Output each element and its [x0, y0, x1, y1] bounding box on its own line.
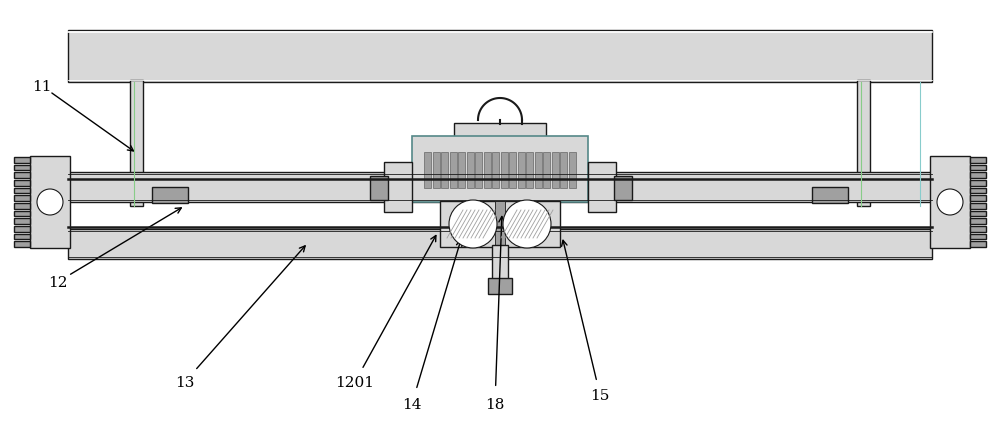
Bar — [543, 153, 550, 188]
Circle shape — [503, 201, 551, 248]
Bar — [492, 246, 508, 279]
Bar — [412, 137, 588, 203]
Bar — [14, 234, 30, 240]
Bar — [857, 81, 870, 207]
Bar — [970, 234, 986, 240]
Bar — [534, 153, 542, 188]
Bar — [68, 173, 932, 203]
Bar — [30, 157, 70, 248]
Bar — [970, 196, 986, 201]
Bar — [970, 165, 986, 171]
Bar — [441, 153, 448, 188]
Bar — [518, 153, 524, 188]
Bar — [450, 153, 457, 188]
Bar — [475, 153, 482, 188]
Bar — [588, 163, 616, 213]
Bar — [467, 153, 474, 188]
Bar — [509, 153, 516, 188]
Bar — [492, 153, 499, 188]
Bar — [384, 163, 412, 213]
Bar — [14, 219, 30, 224]
Bar — [14, 158, 30, 163]
Bar — [970, 181, 986, 186]
Bar — [68, 31, 932, 83]
Bar — [930, 157, 970, 248]
Bar — [454, 124, 546, 160]
Circle shape — [37, 190, 63, 216]
Bar — [526, 153, 533, 188]
Text: 18: 18 — [485, 397, 505, 411]
Bar — [970, 173, 986, 178]
Bar — [495, 201, 505, 247]
Bar — [552, 153, 558, 188]
Bar — [970, 242, 986, 247]
Bar — [970, 204, 986, 209]
Bar — [486, 159, 514, 173]
Bar — [501, 153, 508, 188]
Text: 14: 14 — [402, 397, 422, 411]
Bar — [14, 242, 30, 247]
Bar — [14, 211, 30, 217]
Text: 13: 13 — [175, 375, 195, 389]
Bar — [14, 173, 30, 178]
Bar — [14, 204, 30, 209]
Text: 11: 11 — [32, 80, 52, 94]
Bar — [14, 188, 30, 194]
Bar — [560, 153, 567, 188]
Bar — [970, 158, 986, 163]
Bar — [130, 81, 143, 207]
Circle shape — [937, 190, 963, 216]
Bar — [433, 153, 440, 188]
Bar — [970, 219, 986, 224]
Bar — [488, 278, 512, 294]
Bar — [424, 153, 431, 188]
Bar — [14, 165, 30, 171]
Bar — [568, 153, 576, 188]
Bar — [614, 177, 632, 201]
Bar — [970, 188, 986, 194]
Bar — [152, 187, 188, 204]
Bar — [14, 227, 30, 232]
Bar — [812, 187, 848, 204]
Bar — [68, 230, 932, 260]
Bar — [14, 181, 30, 186]
Circle shape — [449, 201, 497, 248]
Text: 15: 15 — [590, 388, 610, 402]
Bar — [370, 177, 388, 201]
Bar — [970, 227, 986, 232]
Bar — [970, 211, 986, 217]
Bar — [440, 201, 560, 247]
Bar — [458, 153, 465, 188]
Text: 1201: 1201 — [336, 375, 375, 389]
Text: 12: 12 — [48, 275, 68, 289]
Bar — [14, 196, 30, 201]
Bar — [484, 153, 491, 188]
